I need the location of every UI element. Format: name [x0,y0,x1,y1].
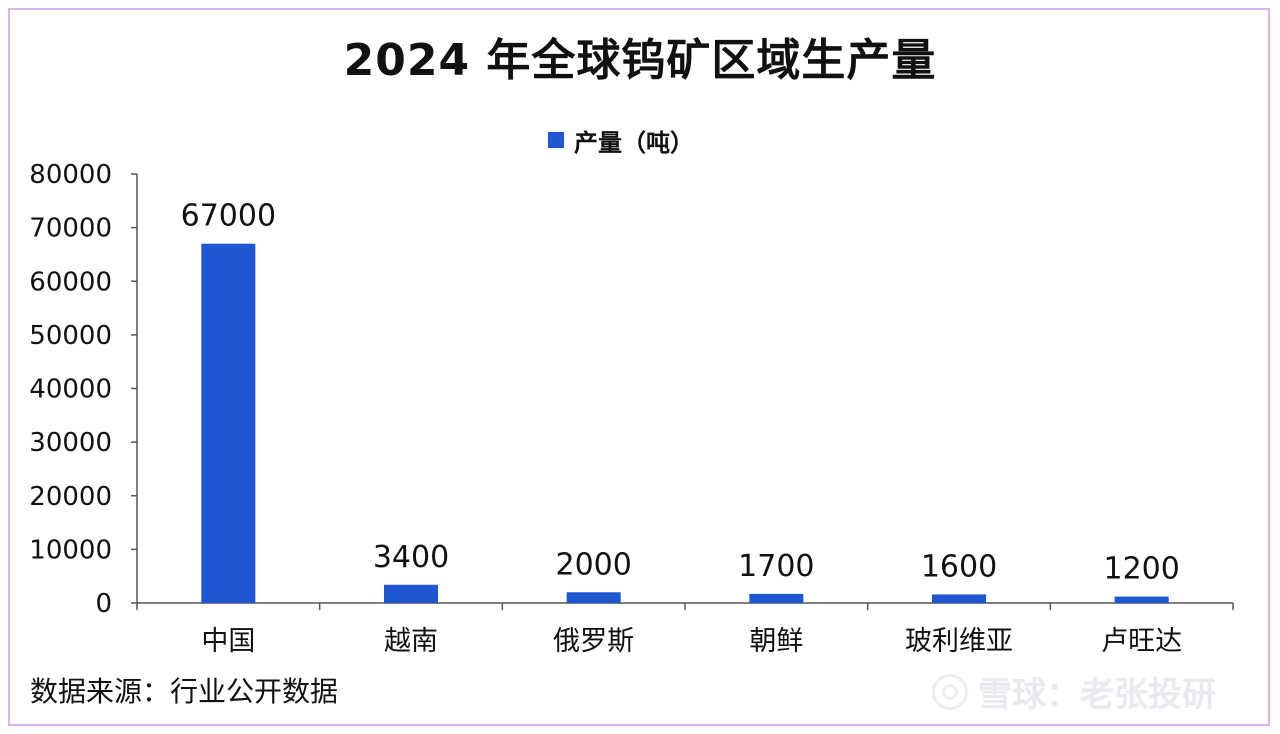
data-label: 3400 [373,540,449,575]
bar-0 [201,243,256,603]
y-tick-label: 70000 [29,214,112,244]
category-label: 卢旺达 [1101,626,1182,657]
y-tick-label: 50000 [29,321,112,351]
y-tick-label: 20000 [29,482,112,512]
watermark: 雪球：老张投研 [932,667,1216,716]
category-label: 朝鲜 [749,626,803,657]
data-label: 2000 [555,547,631,582]
y-tick-label: 40000 [29,375,112,405]
bar-1 [384,584,438,603]
data-label: 1700 [738,549,814,584]
data-label: 1600 [921,549,997,584]
category-label: 越南 [384,626,438,657]
y-tick-label: 0 [95,589,112,619]
bar-2 [566,592,621,603]
y-tick-label: 80000 [29,160,112,190]
legend-label: 产量（吨） [574,128,694,157]
y-tick-label: 10000 [29,535,112,565]
bar-4 [932,594,986,603]
bar-5 [1114,596,1169,603]
legend: 产量（吨） [548,124,694,157]
data-label: 1200 [1103,552,1179,587]
chart-title: 2024 年全球钨矿区域生产量 [343,35,937,86]
watermark-logo-icon [932,673,968,710]
source-note: 数据来源：行业公开数据 [30,675,339,708]
y-tick-label: 30000 [29,428,112,458]
category-label: 俄罗斯 [553,626,634,657]
category-label: 玻利维亚 [905,626,1013,657]
category-label: 中国 [201,626,255,657]
y-tick-label: 60000 [29,267,112,297]
legend-swatch [548,132,564,148]
bar-3 [749,593,804,603]
watermark-text: 雪球：老张投研 [978,675,1216,715]
data-label: 67000 [181,199,276,234]
